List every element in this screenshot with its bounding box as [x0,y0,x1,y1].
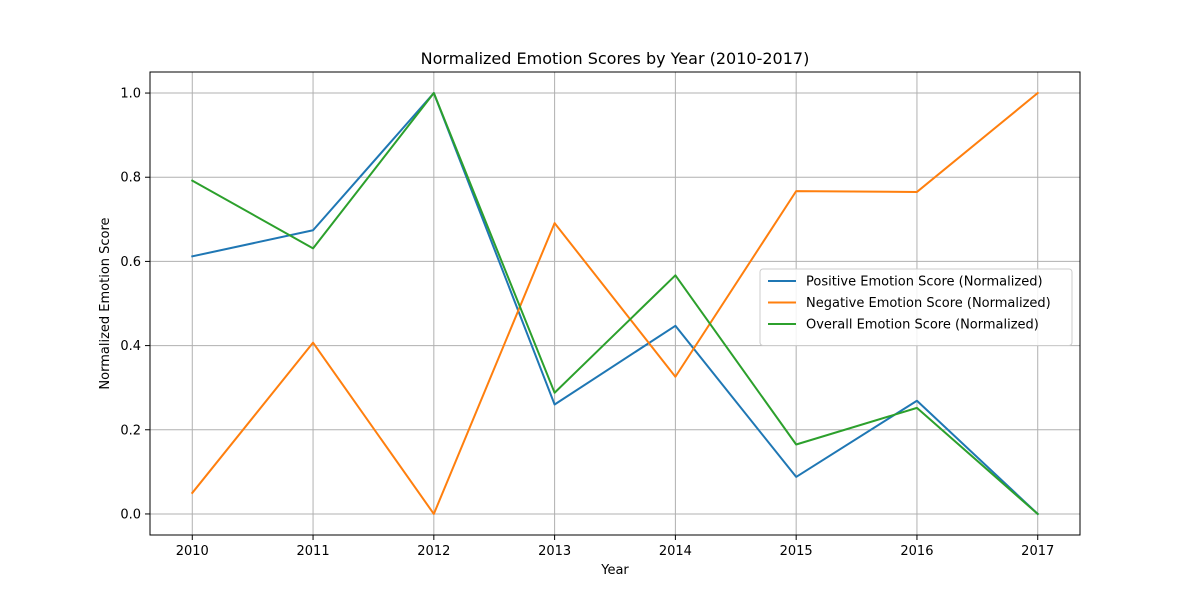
y-tick-label: 0.0 [120,507,141,522]
chart-title: Normalized Emotion Scores by Year (2010-… [421,49,810,68]
legend: Positive Emotion Score (Normalized) Negat… [759,268,1073,346]
series-line-3 [190,92,1040,516]
x-tick-label: 2016 [900,544,933,559]
axes-frame [149,71,1081,536]
x-tick-label: 2013 [538,544,571,559]
legend-label-1: Positive Emotion Score (Normalized) [806,275,1043,290]
y-tick-label: 0.6 [120,255,141,270]
x-tick-label: 2011 [297,544,330,559]
legend-label-3: Overall Emotion Score (Normalized) [806,318,1039,333]
y-tick-label: 0.2 [120,423,141,438]
y-tick-label: 0.4 [120,339,141,354]
legend-box [759,268,1073,346]
x-tick-label: 2010 [176,544,209,559]
x-tick-label: 2017 [1021,544,1054,559]
x-tick-label: 2012 [417,544,450,559]
axis-ticks: 2010 2011 2012 2013 2014 2015 2016 2017 0.0 0.2 0.… [120,87,1054,559]
series-line-2 [190,91,1040,515]
x-tick-label: 2015 [780,544,813,559]
series-lines [190,91,1040,516]
y-tick-label: 0.8 [120,171,141,186]
x-tick-label: 2014 [659,544,692,559]
y-axis-label: Normalized Emotion Score [98,217,113,389]
legend-label-2: Negative Emotion Score (Normalized) [806,296,1051,311]
x-axis-label: Year [600,563,629,578]
y-tick-label: 1.0 [120,87,141,102]
